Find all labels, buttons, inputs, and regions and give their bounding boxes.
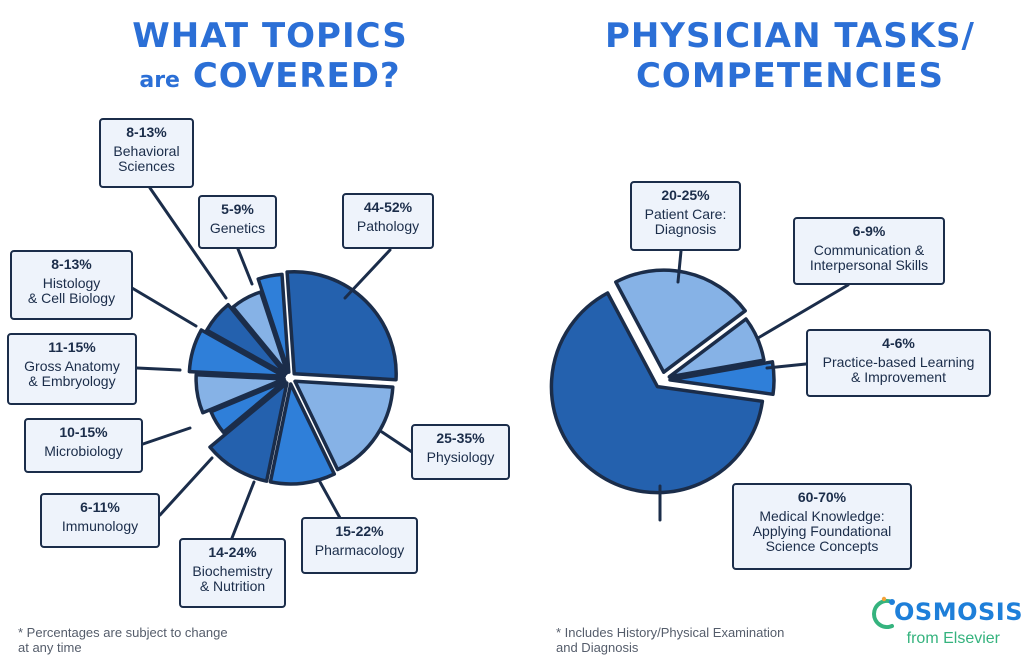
label-gross-anatomy-text: Gross Anatomy & Embryology [24,358,120,389]
right-chart-title: PHYSICIAN TASKS/ COMPETENCIES [590,16,990,96]
label-medical-knowledge-range: 60-70% [797,489,847,505]
pie-slice-genetics [256,272,291,374]
label-immunology: 6-11% Immunology [40,493,160,548]
leader-line-histology [130,286,198,328]
label-physiology-text: Physiology [426,449,495,465]
right-title-line2: COMPETENCIES [635,56,945,96]
leader-line-gross_anatomy [135,366,182,372]
leader-line-biochemistry [230,480,256,540]
label-communication-text: Communication & Interpersonal Skills [809,242,929,273]
leader-line-physiology [380,430,414,454]
pie-slice-histology [205,302,288,376]
label-genetics-range: 5-9% [221,201,254,217]
left-title-line1: WHAT TOPICS [132,16,408,56]
leader-line-patient_care [676,249,683,284]
osmosis-logo: OSMOSIS from Elsevier [872,596,1022,656]
label-pharmacology-text: Pharmacology [314,542,405,558]
leader-line-behavioral [148,186,228,300]
pie-slice-patient_care [614,268,747,374]
label-medical-knowledge-text: Medical Knowledge: Applying Foundational… [752,508,892,554]
label-patient-care-text: Patient Care: Diagnosis [644,206,727,237]
label-physiology-range: 25-35% [436,430,485,446]
footnote-left: * Percentages are subject to change at a… [18,625,228,655]
label-physiology: 25-35% Physiology [411,424,510,480]
label-communication-range: 6-9% [852,223,886,239]
label-biochemistry: 14-24% Biochemistry & Nutrition [179,538,286,608]
label-immunology-range: 6-11% [80,499,120,515]
pie-slice-medical_knowledge [549,291,765,495]
right-title-line1: PHYSICIAN TASKS/ [605,16,975,56]
logo-mark-icon [872,596,895,629]
leader-line-microbiology [141,426,192,446]
leader-line-genetics [236,247,254,286]
label-practice-based: 4-6% Practice-based Learning & Improveme… [806,329,991,397]
left-chart-title: WHAT TOPICS are COVERED? [80,16,460,101]
label-gross-anatomy-range: 11-15% [48,339,96,355]
label-behavioral: 8-13% Behavioral Sciences [99,118,194,188]
label-patient-care-range: 20-25% [661,187,710,203]
label-histology-range: 8-13% [51,256,92,272]
pie-slice-immunology [209,379,287,435]
pie-slice-microbiology [194,372,286,415]
leader-line-immunology [158,456,214,517]
pie-slice-physiology [293,379,395,472]
leader-line-practice_based [765,362,808,370]
leader-line-pathology [343,248,392,300]
pie-slice-pharmacology [268,382,337,486]
label-genetics: 5-9% Genetics [198,195,277,249]
left-title-covered: COVERED? [192,56,401,96]
label-communication: 6-9% Communication & Interpersonal Skill… [793,217,945,285]
label-pathology-range: 44-52% [363,199,413,215]
pie-slice-gross_anatomy [187,328,286,379]
label-microbiology-range: 10-15% [59,424,108,440]
left-title-are: are [139,68,180,93]
label-histology: 8-13% Histology & Cell Biology [10,250,133,320]
label-pharmacology: 15-22% Pharmacology [301,517,418,574]
label-patient-care: 20-25% Patient Care: Diagnosis [630,181,741,251]
label-genetics-text: Genetics [209,220,266,236]
label-pathology: 44-52% Pathology [342,193,434,249]
label-practice-based-text: Practice-based Learning & Improvement [822,354,975,385]
label-behavioral-text: Behavioral Sciences [113,143,180,174]
label-biochemistry-range: 14-24% [208,544,257,560]
label-pathology-text: Pathology [356,218,420,234]
label-microbiology-text: Microbiology [44,443,123,459]
pie-slice-pathology [285,270,398,382]
footnote-right: * Includes History/Physical Examination … [556,625,785,655]
logo-brand: OSMOSIS [894,598,1023,626]
pie-slice-practice_based [668,360,776,397]
logo-sub: from Elsevier [906,630,1000,647]
label-behavioral-range: 8-13% [126,124,167,140]
label-histology-text: Histology & Cell Biology [27,275,116,306]
label-microbiology: 10-15% Microbiology [24,418,143,473]
pie-slice-biochemistry [208,381,289,483]
leader-line-pharmacology [318,480,342,520]
pie-slice-behavioral [231,290,289,375]
label-immunology-text: Immunology [61,518,139,534]
leader-line-communication [756,283,850,340]
label-biochemistry-text: Biochemistry & Nutrition [192,563,273,594]
label-gross-anatomy: 11-15% Gross Anatomy & Embryology [7,333,137,405]
label-medical-knowledge: 60-70% Medical Knowledge: Applying Found… [732,483,912,570]
label-pharmacology-range: 15-22% [335,523,384,539]
label-practice-based-range: 4-6% [882,335,915,351]
